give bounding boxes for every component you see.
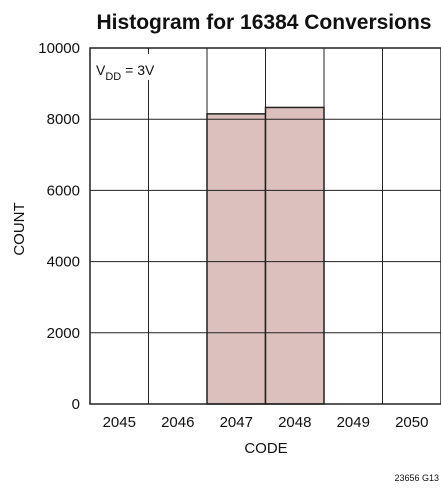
figure-id: 23656 G13 [394, 473, 439, 483]
y-tick-label-8000: 8000 [47, 111, 80, 128]
x-tick-label-2050: 2050 [395, 414, 428, 431]
y-tick-label-6000: 6000 [47, 182, 80, 199]
x-tick-label-2045: 2045 [103, 414, 136, 431]
y-tick-label-0: 0 [72, 396, 80, 413]
bar-2047 [206, 113, 267, 405]
x-tick-label-2048: 2048 [278, 414, 311, 431]
x-tick-label-2049: 2049 [337, 414, 370, 431]
y-axis-label: COUNT [11, 202, 28, 255]
y-tick-label-10000: 10000 [38, 40, 80, 57]
x-axis-label: CODE [244, 440, 287, 457]
x-tick-label-2047: 2047 [220, 414, 253, 431]
bar-2048 [264, 106, 325, 405]
vdd-suffix: = 3V [121, 62, 155, 78]
vdd-annotation: VDD = 3V [96, 62, 155, 83]
chart-title: Histogram for 16384 Conversions [97, 11, 432, 34]
vdd-subscript: DD [105, 71, 121, 83]
vdd-prefix: V [96, 62, 106, 78]
y-tick-label-4000: 4000 [47, 254, 80, 271]
vdd-annotation-bg [93, 54, 149, 80]
plot-frame [89, 47, 441, 405]
x-tick-label-2046: 2046 [161, 414, 194, 431]
y-tick-label-2000: 2000 [47, 325, 80, 342]
plot-area: 0 2000 4000 6000 8000 10000 2045 2046 2047 2048 20… [38, 40, 441, 431]
